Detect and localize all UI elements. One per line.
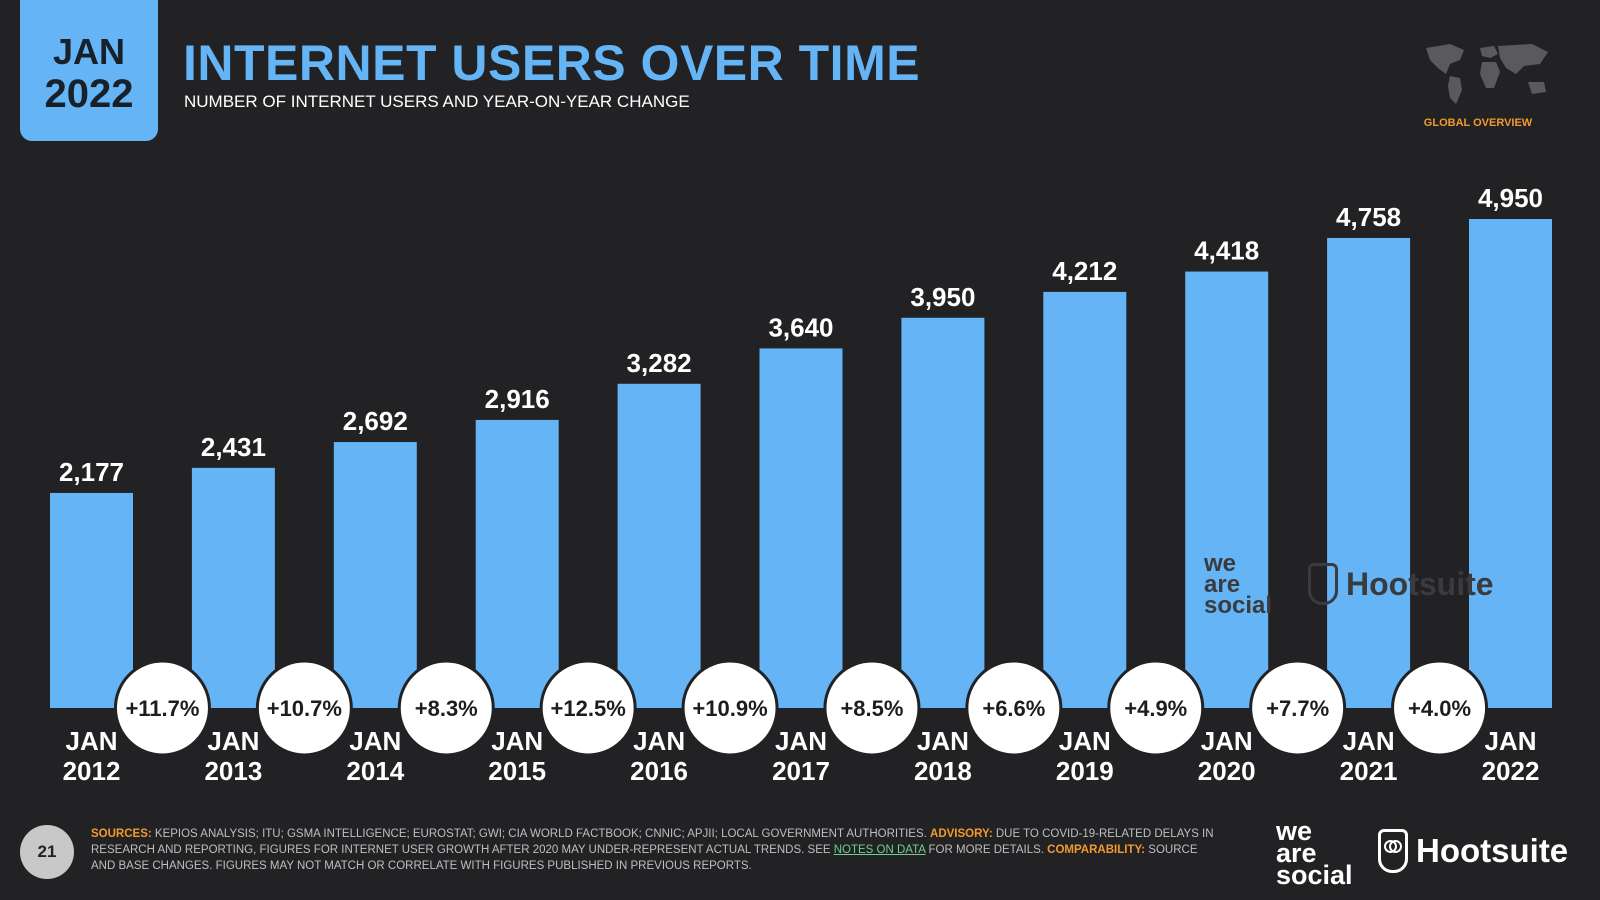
data-label: 3,640 <box>768 312 833 342</box>
notes-on-data-link[interactable]: NOTES ON DATA <box>833 844 926 856</box>
change-label: +8.5% <box>840 696 903 721</box>
data-label: 4,418 <box>1194 236 1259 266</box>
data-label: 3,950 <box>910 282 975 312</box>
change-bubble <box>397 659 495 757</box>
change-bubble <box>113 659 211 757</box>
change-bubble <box>255 659 353 757</box>
change-label: +4.9% <box>1124 696 1187 721</box>
data-label: 2,692 <box>343 406 408 436</box>
x-tick-label: 2013 <box>204 756 262 786</box>
x-tick-label: 2014 <box>346 756 404 786</box>
watermark-word: are <box>1204 571 1241 598</box>
bar <box>191 467 275 708</box>
sources-key: SOURCES: <box>91 828 152 840</box>
x-tick-label: JAN <box>633 726 685 756</box>
x-tick-label: JAN <box>1343 726 1395 756</box>
date-badge: JAN 2022 <box>20 0 158 141</box>
change-label: +8.3% <box>415 696 478 721</box>
logo-word: we <box>1276 816 1313 846</box>
bar <box>1043 291 1127 708</box>
x-tick-label: JAN <box>349 726 401 756</box>
change-label: +7.7% <box>1266 696 1329 721</box>
x-tick-label: JAN <box>207 726 259 756</box>
bar <box>617 383 701 708</box>
bar <box>1327 237 1411 708</box>
change-label: +11.7% <box>125 696 199 721</box>
x-tick-label: JAN <box>65 726 117 756</box>
change-bubble <box>681 659 779 757</box>
change-bubble <box>1107 659 1205 757</box>
hootsuite-logo-text: Hootsuite <box>1416 832 1569 869</box>
comparability-text: SOURCE AND BASE CHANGES. FIGURES MAY NOT… <box>91 844 1198 872</box>
bar <box>475 419 559 708</box>
bar-chart: 2,177JAN20122,431JAN20132,692JAN20142,91… <box>50 183 1552 786</box>
data-label: 4,758 <box>1336 202 1401 232</box>
data-label: 2,177 <box>59 457 124 487</box>
page-subtitle: NUMBER OF INTERNET USERS AND YEAR-ON-YEA… <box>184 92 690 111</box>
hootsuite-watermark: Hootsuite <box>1308 563 1494 605</box>
comparability-key: COMPARABILITY: <box>1047 844 1146 856</box>
change-bubble <box>1249 659 1347 757</box>
advisory-key: ADVISORY: <box>930 828 993 840</box>
owl-icon <box>1378 829 1408 873</box>
wearesocial-watermark: we are social <box>1204 550 1273 619</box>
bar <box>50 492 133 708</box>
change-label: +6.6% <box>982 696 1045 721</box>
x-tick-label: 2019 <box>1056 756 1114 786</box>
badge-year: 2022 <box>44 71 134 116</box>
watermark-word: we <box>1204 550 1237 577</box>
x-tick-label: 2022 <box>1482 756 1540 786</box>
change-bubble <box>1391 659 1489 757</box>
x-tick-label: JAN <box>491 726 543 756</box>
badge-month: JAN <box>52 30 126 72</box>
sources-note: SOURCES: KEPIOS ANALYSIS; ITU; GSMA INTE… <box>91 826 1216 874</box>
owl-icon <box>1308 563 1338 605</box>
x-tick-label: JAN <box>917 726 969 756</box>
x-tick-label: 2018 <box>914 756 972 786</box>
data-label: 3,282 <box>627 348 692 378</box>
logo-word: are <box>1276 838 1317 868</box>
region-label: GLOBAL OVERVIEW <box>1423 117 1533 129</box>
change-bubble <box>965 659 1063 757</box>
x-tick-label: JAN <box>1484 726 1536 756</box>
change-label: +10.9% <box>692 696 767 721</box>
sources-text: KEPIOS ANALYSIS; ITU; GSMA INTELLIGENCE;… <box>151 828 931 840</box>
change-label: +4.0% <box>1408 696 1471 721</box>
x-tick-label: JAN <box>1201 726 1253 756</box>
advisory-text: DUE TO COVID-19-RELATED DELAYS IN RESEAR… <box>91 828 1214 856</box>
wearesocial-logo: we are social <box>1276 816 1353 890</box>
hootsuite-logo: Hootsuite <box>1378 829 1568 873</box>
data-label: 4,212 <box>1052 256 1117 286</box>
x-tick-label: 2017 <box>772 756 830 786</box>
bar <box>1469 219 1552 708</box>
bar <box>333 442 417 708</box>
logo-word: social <box>1276 860 1353 890</box>
x-tick-label: 2020 <box>1198 756 1256 786</box>
data-label: 2,431 <box>201 432 266 462</box>
x-tick-label: 2021 <box>1340 756 1398 786</box>
x-tick-label: JAN <box>1059 726 1111 756</box>
x-tick-label: 2012 <box>63 756 121 786</box>
bar <box>1185 271 1269 708</box>
change-label: +10.7% <box>267 696 342 721</box>
x-tick-label: JAN <box>775 726 827 756</box>
world-map-icon <box>1426 44 1548 104</box>
page-title: INTERNET USERS OVER TIME <box>183 35 921 91</box>
data-label: 4,950 <box>1478 183 1543 213</box>
notes-after-text: FOR MORE DETAILS. <box>925 844 1048 856</box>
bar <box>759 348 843 708</box>
page-number: 21 <box>20 825 74 879</box>
x-tick-label: 2015 <box>488 756 546 786</box>
change-bubble <box>823 659 921 757</box>
watermark-word: social <box>1204 592 1273 619</box>
bar <box>901 317 985 708</box>
data-label: 2,916 <box>485 384 550 414</box>
watermark-hootsuite-text: Hootsuite <box>1346 565 1494 602</box>
change-bubble <box>539 659 637 757</box>
x-tick-label: 2016 <box>630 756 688 786</box>
change-label: +12.5% <box>551 696 626 721</box>
